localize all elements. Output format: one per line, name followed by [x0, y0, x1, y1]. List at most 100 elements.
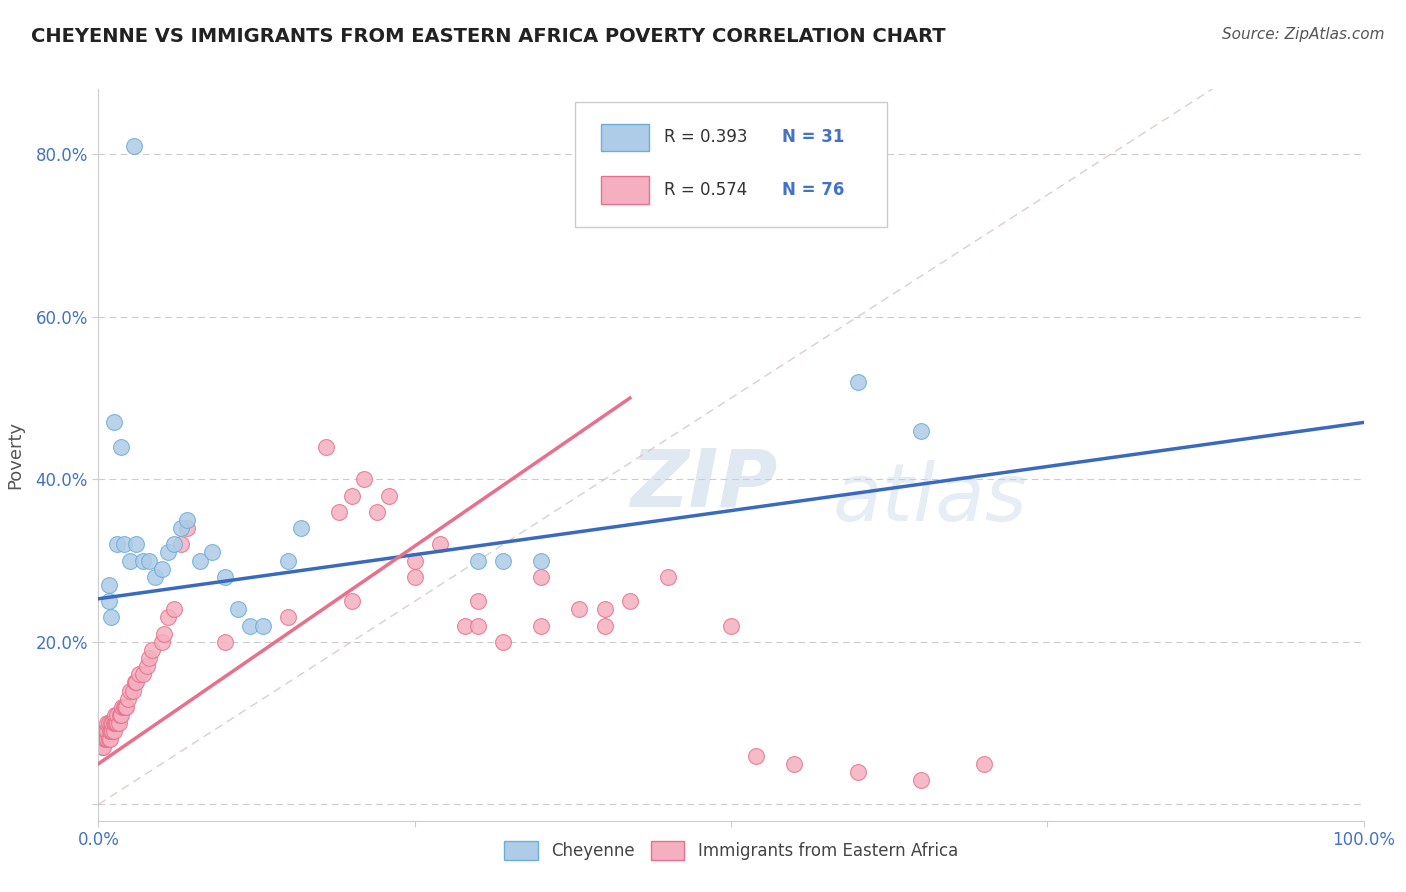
Point [593, 618, 616, 632]
Point [454, 618, 477, 632]
Point [125, 537, 148, 551]
Point [135, 659, 157, 673]
Text: R = 0.393: R = 0.393 [664, 128, 748, 146]
Point [115, 699, 138, 714]
Point [117, 691, 139, 706]
Point [107, 537, 129, 551]
Point [98, 732, 121, 747]
Point [138, 553, 160, 567]
Point [973, 756, 995, 771]
Point [100, 716, 122, 731]
Point [101, 724, 124, 739]
Point [112, 537, 135, 551]
Point [910, 772, 932, 787]
Point [94, 724, 117, 739]
Point [150, 635, 173, 649]
Point [97, 578, 120, 592]
Point [910, 424, 932, 438]
Point [239, 618, 262, 632]
Text: N = 76: N = 76 [782, 181, 844, 199]
Point [122, 139, 145, 153]
Point [132, 667, 155, 681]
Point [111, 699, 134, 714]
Point [169, 537, 191, 551]
Point [104, 708, 127, 723]
Point [120, 683, 141, 698]
Point [96, 716, 118, 731]
Point [110, 440, 132, 454]
Point [429, 537, 451, 551]
Text: atlas: atlas [832, 459, 1028, 538]
FancyBboxPatch shape [600, 177, 648, 204]
Point [100, 724, 122, 739]
Point [492, 553, 515, 567]
Point [593, 602, 616, 616]
Point [619, 594, 641, 608]
FancyBboxPatch shape [600, 124, 648, 152]
Point [132, 553, 155, 567]
Text: Source: ZipAtlas.com: Source: ZipAtlas.com [1222, 27, 1385, 42]
Point [252, 618, 274, 632]
Point [138, 651, 160, 665]
Point [107, 716, 129, 731]
Point [157, 610, 180, 624]
Point [467, 594, 489, 608]
Point [404, 570, 426, 584]
Point [201, 545, 224, 559]
Point [530, 570, 553, 584]
Point [467, 618, 489, 632]
Point [104, 716, 127, 731]
Point [340, 594, 363, 608]
Point [492, 635, 515, 649]
Point [101, 716, 124, 731]
Point [163, 537, 186, 551]
Point [114, 699, 136, 714]
Point [96, 724, 118, 739]
Point [150, 562, 173, 576]
Point [353, 472, 375, 486]
Point [108, 708, 131, 723]
Point [745, 748, 768, 763]
Point [153, 626, 176, 640]
Point [93, 732, 117, 747]
Point [124, 675, 146, 690]
Point [290, 521, 312, 535]
Point [107, 708, 129, 723]
Point [93, 740, 115, 755]
Point [467, 553, 489, 567]
Point [125, 675, 148, 690]
Point [120, 553, 141, 567]
Point [176, 521, 198, 535]
FancyBboxPatch shape [575, 102, 887, 227]
Point [157, 545, 180, 559]
Text: N = 31: N = 31 [782, 128, 844, 146]
Point [846, 764, 869, 779]
Point [176, 513, 198, 527]
Point [783, 756, 806, 771]
Point [110, 708, 132, 723]
Point [103, 724, 125, 739]
Point [105, 716, 128, 731]
Point [91, 740, 114, 755]
Point [94, 732, 117, 747]
Point [277, 610, 299, 624]
Point [100, 610, 122, 624]
Point [96, 732, 118, 747]
Point [169, 521, 191, 535]
Point [97, 716, 120, 731]
Legend: Cheyenne, Immigrants from Eastern Africa: Cheyenne, Immigrants from Eastern Africa [498, 835, 965, 867]
Point [214, 570, 236, 584]
Point [93, 724, 117, 739]
Point [340, 489, 363, 503]
Point [328, 505, 350, 519]
Point [103, 416, 125, 430]
Point [720, 618, 742, 632]
Point [226, 602, 249, 616]
Point [128, 667, 150, 681]
Point [404, 553, 426, 567]
Point [277, 553, 299, 567]
Point [657, 570, 679, 584]
Point [103, 716, 125, 731]
Point [214, 635, 236, 649]
Point [145, 570, 166, 584]
